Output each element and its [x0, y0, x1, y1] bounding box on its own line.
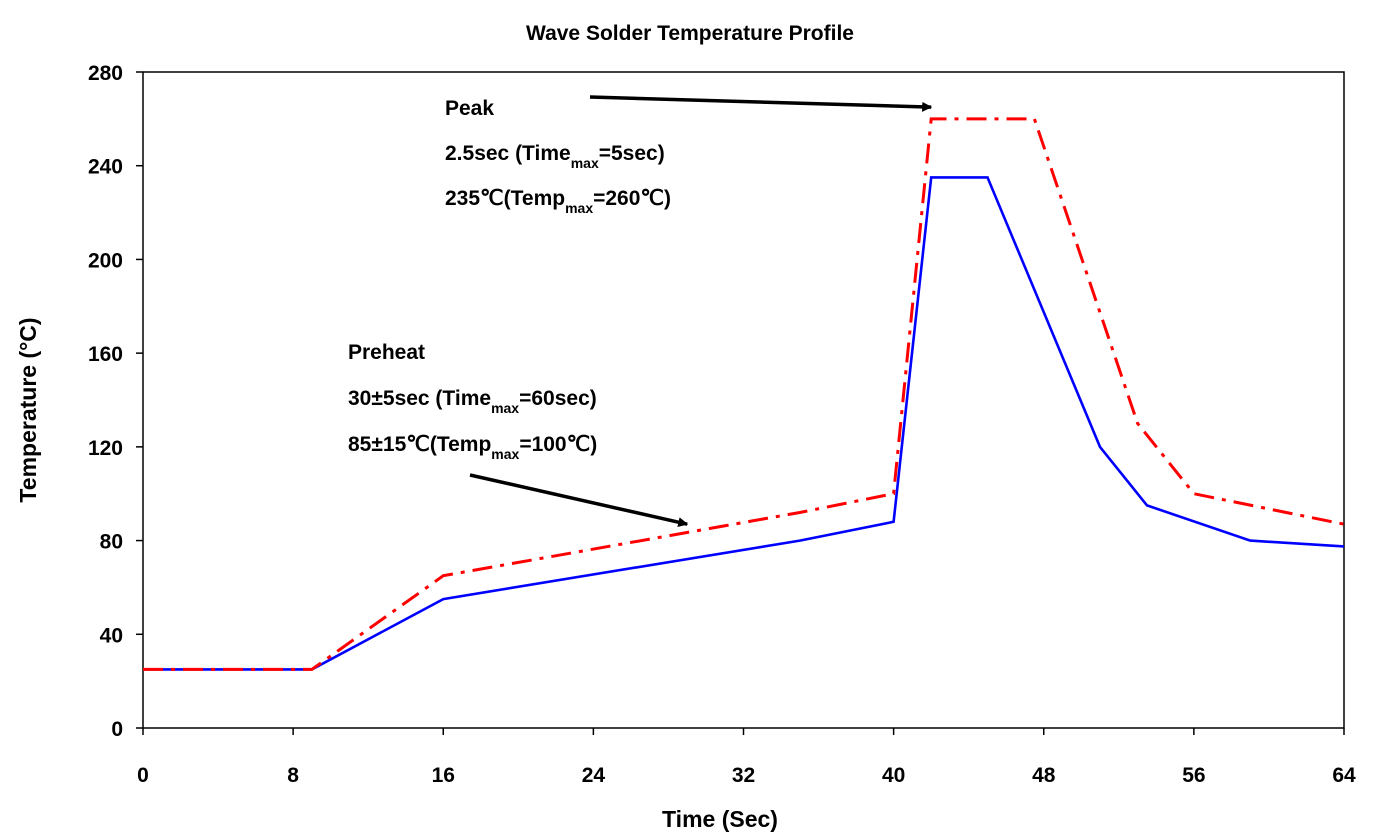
y-tick-label: 120 [88, 437, 123, 460]
series-layer [143, 117, 1345, 671]
x-tick-label: 64 [1332, 764, 1356, 787]
y-axis-title: Temperature (°C) [15, 317, 41, 502]
preheat-note-line: 30±5sec (Timemax=60sec) [348, 387, 597, 416]
y-tick-label: 280 [88, 62, 123, 85]
preheat-arrow [469, 473, 689, 528]
peak-note-line: Peak [445, 97, 494, 120]
peak-note-line: 2.5sec (Timemax=5sec) [445, 142, 665, 171]
y-tick-label: 240 [88, 156, 123, 179]
annotation-layer: Peak 2.5sec (Timemax=5sec) 235℃(Tempmax=26… [348, 95, 933, 528]
chart-title: Wave Solder Temperature Profile [526, 22, 854, 45]
x-tick-label: 16 [432, 764, 455, 787]
x-axis: 0 8 16 24 32 40 48 56 64 [137, 728, 1356, 787]
y-tick-label: 160 [88, 343, 123, 366]
x-tick-label: 0 [137, 764, 149, 787]
series-line-dash-dot [143, 117, 1345, 671]
peak-note-line: 235℃(Tempmax=260℃) [445, 187, 671, 216]
series-line-solid [143, 176, 1345, 671]
preheat-note-line: Preheat [348, 341, 425, 364]
x-tick-label: 32 [732, 764, 755, 787]
x-tick-label: 56 [1182, 764, 1205, 787]
x-tick-label: 48 [1032, 764, 1056, 787]
y-tick-label: 200 [88, 249, 123, 272]
y-tick-label: 80 [100, 531, 123, 554]
y-tick-label: 0 [111, 718, 123, 741]
plot-area-border [142, 71, 1345, 729]
x-tick-label: 8 [287, 764, 299, 787]
x-tick-label: 40 [882, 764, 905, 787]
peak-arrow [589, 95, 933, 112]
x-axis-title: Time (Sec) [662, 806, 778, 832]
preheat-note-line: 85±15℃(Tempmax=100℃) [348, 433, 597, 462]
y-tick-label: 40 [100, 624, 123, 647]
x-tick-label: 24 [582, 764, 606, 787]
y-axis: 0 40 80 120 160 200 240 280 [88, 62, 143, 741]
